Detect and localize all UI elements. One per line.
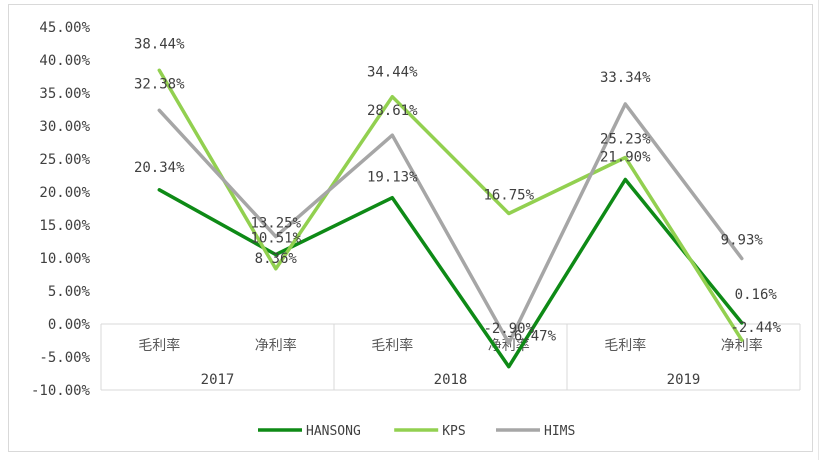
y-tick-label: -10.00% [31,383,91,399]
data-label: 21.90% [600,149,651,165]
category-label: 净利率 [255,337,297,354]
chart-frame [8,4,813,452]
data-label: 10.51% [250,231,301,247]
data-label: 34.44% [367,65,418,81]
category-label: 净利率 [721,337,763,354]
data-label: 20.34% [134,160,185,176]
category-label: 毛利率 [138,337,180,354]
y-tick-label: 35.00% [39,86,90,102]
data-label: 38.44% [134,36,185,52]
data-label: 32.38% [134,76,185,92]
series-line-hims [157,102,744,345]
group-label: 2017 [201,372,235,388]
legend-label: HIMS [544,424,575,439]
data-label: 19.13% [367,170,418,186]
data-label: 16.75% [483,187,534,203]
y-tick-label: 20.00% [39,185,90,201]
group-label: 2018 [434,372,468,388]
series-line-kps [157,68,744,342]
series-line-hansong [157,177,744,369]
data-label: -6.47% [505,329,556,345]
y-tick-label: -5.00% [39,350,90,366]
data-label: -2.44% [730,320,781,336]
data-label: 25.23% [600,131,651,147]
y-tick-label: 15.00% [39,218,90,234]
data-label: 13.25% [250,216,301,232]
legend-label: HANSONG [306,424,361,439]
y-tick-label: 45.00% [39,20,90,36]
window-edge [818,0,819,460]
data-label: 8.36% [255,251,298,267]
y-tick-label: 5.00% [48,284,91,300]
category-label: 毛利率 [371,337,413,354]
category-label: 毛利率 [604,337,646,354]
group-label: 2019 [667,372,701,388]
y-tick-label: 0.00% [48,317,91,333]
y-tick-label: 30.00% [39,119,90,135]
data-label: 9.93% [721,232,764,248]
data-label: 28.61% [367,103,418,119]
y-tick-label: 40.00% [39,53,90,69]
data-label: 0.16% [735,287,778,303]
y-tick-label: 10.00% [39,251,90,267]
data-label: -2.90% [483,321,534,337]
data-label: 33.34% [600,70,651,86]
y-tick-label: 25.00% [39,152,90,168]
legend-label: KPS [442,424,465,439]
